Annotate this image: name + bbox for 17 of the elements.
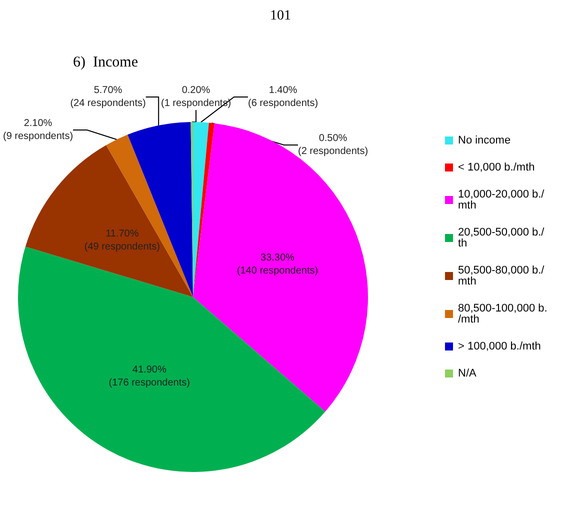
chart-title: 6) Income: [73, 54, 138, 70]
legend-label: 20,500-50,000 b./th: [458, 226, 546, 250]
legend-label: 10,000-20,000 b./mth: [458, 188, 546, 212]
legend-label: No income: [458, 134, 511, 146]
data-label: 5.70% (24 respondents): [70, 85, 146, 109]
legend-label: > 100,000 b./mth: [458, 340, 541, 352]
data-label: 2.10% (9 respondents): [2, 118, 74, 142]
legend-label: < 10,000 b./mth: [458, 162, 535, 174]
legend-label: 80,500-100,000 b./mth: [458, 302, 548, 326]
data-label: 41.90% (176 respondents): [108, 364, 190, 388]
text: 101: [270, 8, 291, 24]
data-label: 11.70% (49 respondents): [84, 228, 160, 253]
data-label: 33.30% (140 respondents): [236, 252, 318, 277]
data-label: 1.40% (6 respondents): [248, 85, 318, 109]
legend-label: 50,500-80,000 b./mth: [458, 264, 546, 288]
data-label: 0.50% (2 respondents): [298, 133, 368, 157]
legend-label: N/A: [458, 368, 477, 380]
